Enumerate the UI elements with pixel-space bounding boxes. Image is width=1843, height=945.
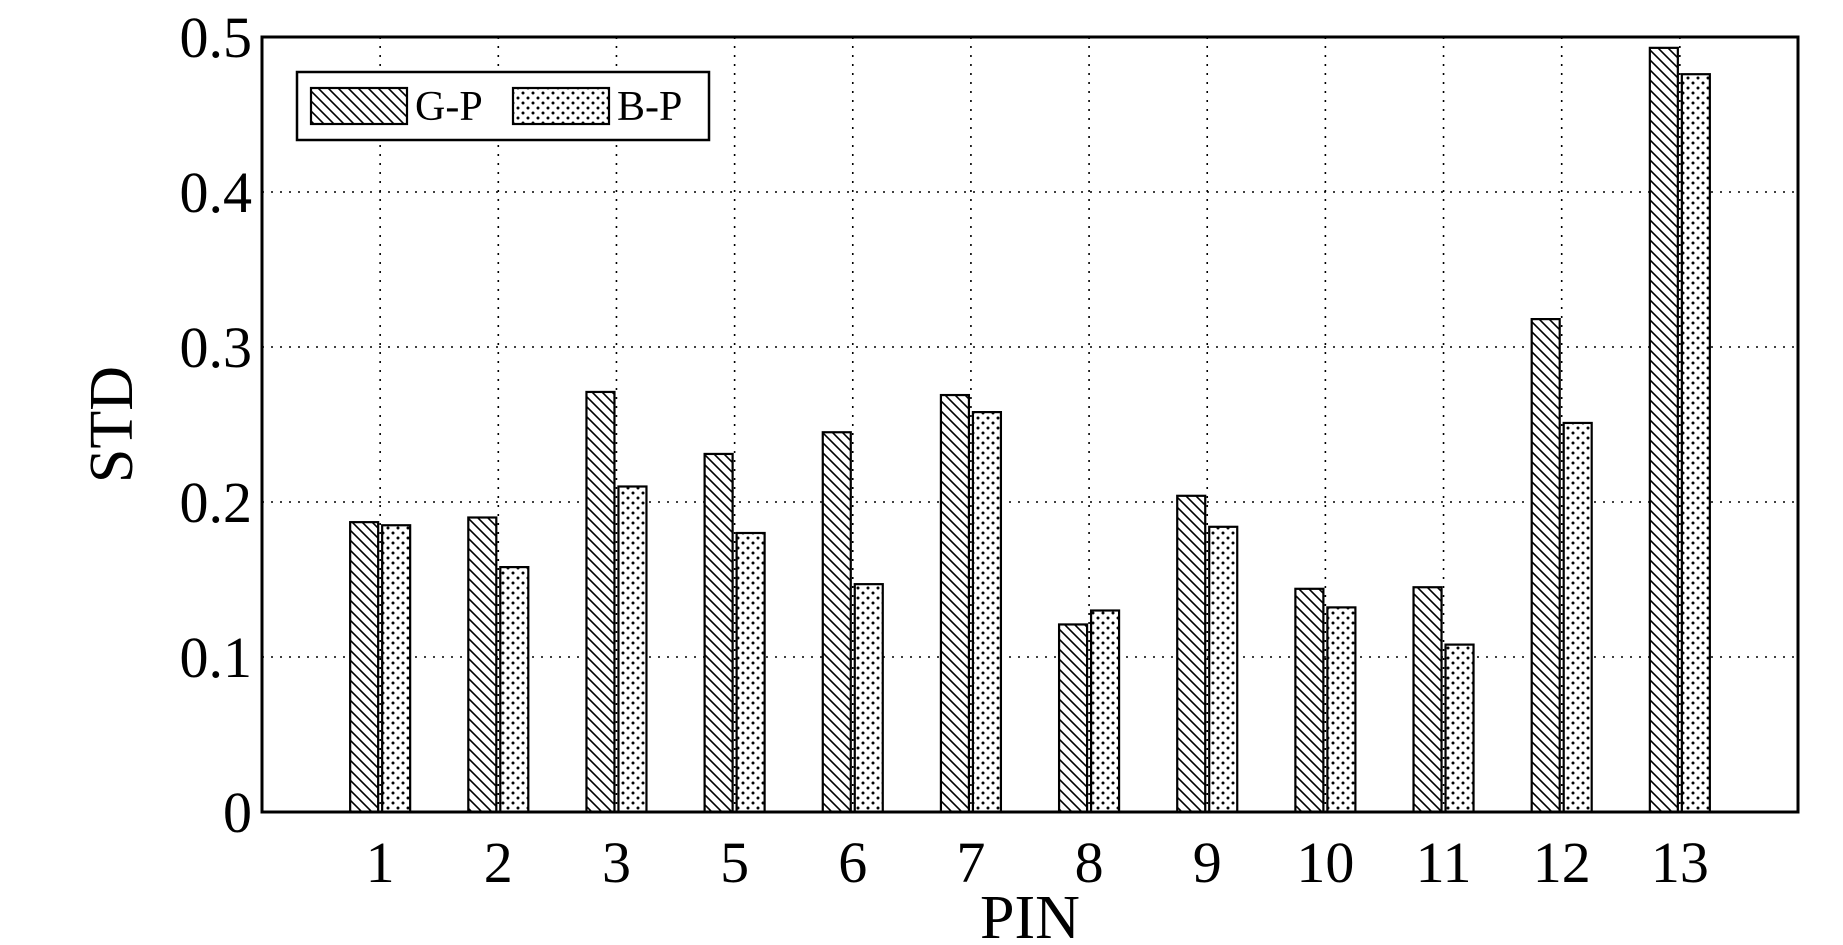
bars <box>349 46 1711 814</box>
x-tick-label: 12 <box>1533 830 1591 895</box>
bar-b-p-12 <box>1562 421 1593 814</box>
x-axis-label: PIN <box>980 884 1080 945</box>
bar-g-p-3 <box>585 390 616 814</box>
y-tick-label: 0 <box>223 780 252 845</box>
plot-frame <box>260 35 1800 814</box>
bar-g-p-5 <box>703 452 734 814</box>
x-tick-label: 13 <box>1651 830 1709 895</box>
legend-swatch-b-p <box>511 86 611 126</box>
y-tick-label: 0.2 <box>180 470 253 535</box>
x-tick-label: 2 <box>484 830 513 895</box>
x-tick-label: 7 <box>956 830 985 895</box>
bar-b-p-6 <box>853 583 884 814</box>
bar-b-p-5 <box>735 531 766 814</box>
bar-g-p-2 <box>467 516 498 814</box>
bar-b-p-13 <box>1680 73 1711 814</box>
legend-label-b-p: B-P <box>617 84 682 130</box>
bar-g-p-12 <box>1530 318 1561 814</box>
y-axis-label: STD <box>78 366 146 483</box>
bar-g-p-8 <box>1057 623 1089 814</box>
x-tick-label: 5 <box>720 830 749 895</box>
bar-b-p-10 <box>1326 606 1357 814</box>
x-tick-label: 9 <box>1193 830 1222 895</box>
legend-label-g-p: G-P <box>415 84 483 130</box>
bar-g-p-6 <box>821 431 852 814</box>
x-tick-label: 1 <box>366 830 395 895</box>
y-tick-label: 0.4 <box>180 160 253 225</box>
x-tick-label: 3 <box>602 830 631 895</box>
x-tick-label: 8 <box>1075 830 1104 895</box>
bar-g-p-10 <box>1294 587 1325 814</box>
x-tick-label: 10 <box>1296 830 1354 895</box>
y-tick-label: 0.1 <box>180 625 253 690</box>
bar-g-p-13 <box>1648 46 1679 814</box>
bar-g-p-11 <box>1412 586 1443 814</box>
bar-b-p-1 <box>381 524 412 814</box>
bar-b-p-2 <box>499 565 530 814</box>
x-tick-label: 11 <box>1416 830 1472 895</box>
bar-b-p-9 <box>1208 525 1239 814</box>
bar-b-p-7 <box>971 411 1003 814</box>
y-tick-label: 0.3 <box>180 315 253 380</box>
bar-g-p-1 <box>349 521 380 814</box>
x-tick-label: 6 <box>838 830 867 895</box>
legend: G-P B-P <box>295 70 711 142</box>
bar-b-p-11 <box>1444 643 1475 814</box>
bar-g-p-7 <box>939 393 971 814</box>
tick-labels: 00.10.20.30.40.51 2 3 5 6 7 8 9 10 11 12 13 <box>180 5 1709 895</box>
bar-b-p-3 <box>617 485 648 814</box>
bar-b-p-8 <box>1089 609 1121 814</box>
legend-swatch-g-p <box>309 86 409 126</box>
bar-g-p-9 <box>1176 494 1207 814</box>
y-tick-label: 0.5 <box>180 5 253 70</box>
